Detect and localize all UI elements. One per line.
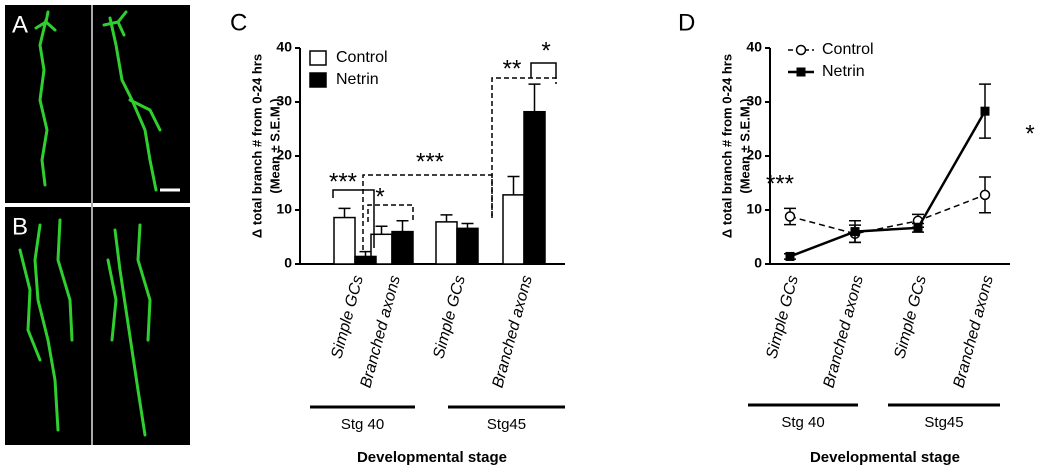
error-bar bbox=[440, 214, 453, 222]
line bbox=[789, 194, 986, 235]
point bbox=[913, 223, 923, 233]
bar bbox=[435, 221, 458, 265]
y-tick-label: 30 bbox=[276, 93, 292, 109]
panel-label: A bbox=[12, 11, 28, 38]
y-tick-label: 10 bbox=[746, 201, 762, 217]
x-tick-label: Branched axons bbox=[951, 274, 997, 390]
legend-label: Control bbox=[822, 41, 874, 58]
image-b bbox=[5, 207, 190, 445]
significance-bracket bbox=[530, 62, 557, 78]
bar bbox=[523, 110, 546, 265]
y-tick-label: 20 bbox=[276, 147, 292, 163]
x-tick-label: Simple GCs bbox=[328, 274, 367, 361]
y-tick-label: 30 bbox=[746, 93, 762, 109]
x-axis-label: Developmental stage bbox=[357, 449, 507, 466]
x-tick-label: Simple GCs bbox=[763, 274, 802, 361]
image-a bbox=[5, 5, 190, 203]
y-tick-label: 10 bbox=[276, 201, 292, 217]
bar bbox=[354, 255, 377, 265]
error-bar bbox=[507, 175, 520, 195]
legend-swatch bbox=[309, 50, 327, 66]
legend-label: Control bbox=[336, 49, 388, 66]
micrographs: A B bbox=[5, 5, 190, 445]
y-tick-label: 0 bbox=[754, 255, 762, 271]
significance-label: * bbox=[541, 37, 550, 64]
significance-bracket bbox=[332, 189, 375, 248]
panel-label: C bbox=[230, 9, 247, 36]
legend-swatch bbox=[309, 72, 327, 88]
legend-label: Netrin bbox=[336, 71, 379, 88]
point bbox=[850, 227, 860, 237]
significance-bracket bbox=[362, 174, 493, 250]
error-bar bbox=[375, 225, 388, 235]
x-tick-label: Simple GCs bbox=[891, 274, 930, 361]
bar bbox=[391, 230, 414, 265]
y-axis-label: (Mean ± S.E.M.) bbox=[267, 98, 282, 193]
legend-label: Netrin bbox=[822, 63, 865, 80]
chart-bar: C 0 10 20 30 40 Δ total branch # from 0-24 hrs… bbox=[230, 9, 565, 466]
bar bbox=[456, 227, 479, 265]
x-tick-label: Simple GCs bbox=[430, 274, 469, 361]
significance-label: *** bbox=[416, 148, 444, 175]
group-label: Stg 40 bbox=[341, 416, 384, 433]
x-tick-label: Branched axons bbox=[358, 274, 404, 390]
point bbox=[979, 189, 991, 201]
neurites bbox=[18, 10, 162, 437]
chart-line: D 0 10 20 30 40 Δ total branch # from 0-24 hrs… bbox=[678, 9, 1035, 466]
significance-bracket bbox=[367, 204, 414, 222]
y-axis-label: Δ total branch # from 0-24 hrs bbox=[719, 54, 734, 238]
x-tick-label: Branched axons bbox=[821, 274, 867, 390]
y-axis-label: (Mean ± S.E.M.) bbox=[737, 98, 752, 193]
y-axis-label: Δ total branch # from 0-24 hrs bbox=[249, 54, 264, 238]
bar bbox=[502, 194, 525, 265]
y-tick-label: 20 bbox=[746, 147, 762, 163]
y-tick-label: 40 bbox=[276, 39, 292, 55]
line bbox=[789, 110, 987, 258]
error-bar bbox=[461, 222, 474, 229]
significance-label: * bbox=[375, 183, 384, 210]
error-bar bbox=[528, 83, 541, 112]
significance-bracket bbox=[491, 77, 557, 218]
point bbox=[785, 251, 795, 261]
point bbox=[980, 106, 990, 116]
y-tick-label: 40 bbox=[746, 39, 762, 55]
x-axis-label: Developmental stage bbox=[810, 449, 960, 466]
error-bar bbox=[396, 220, 409, 232]
legend-marker bbox=[795, 44, 807, 56]
group-label: Stg 40 bbox=[781, 414, 824, 431]
significance-label: *** bbox=[766, 170, 794, 197]
error-bar bbox=[359, 250, 372, 257]
panel-label: B bbox=[12, 213, 28, 240]
error-bar bbox=[338, 207, 351, 218]
legend-marker bbox=[796, 67, 806, 77]
panel-label: D bbox=[678, 9, 695, 36]
significance-label: ** bbox=[503, 55, 522, 82]
group-label: Stg45 bbox=[924, 414, 963, 431]
significance-label: *** bbox=[329, 168, 357, 195]
significance-label: * bbox=[1025, 120, 1034, 147]
x-tick-label: Branched axons bbox=[490, 274, 536, 390]
y-tick-label: 0 bbox=[284, 255, 292, 271]
point bbox=[784, 211, 796, 222]
bar bbox=[333, 216, 356, 265]
group-label: Stg45 bbox=[487, 416, 526, 433]
